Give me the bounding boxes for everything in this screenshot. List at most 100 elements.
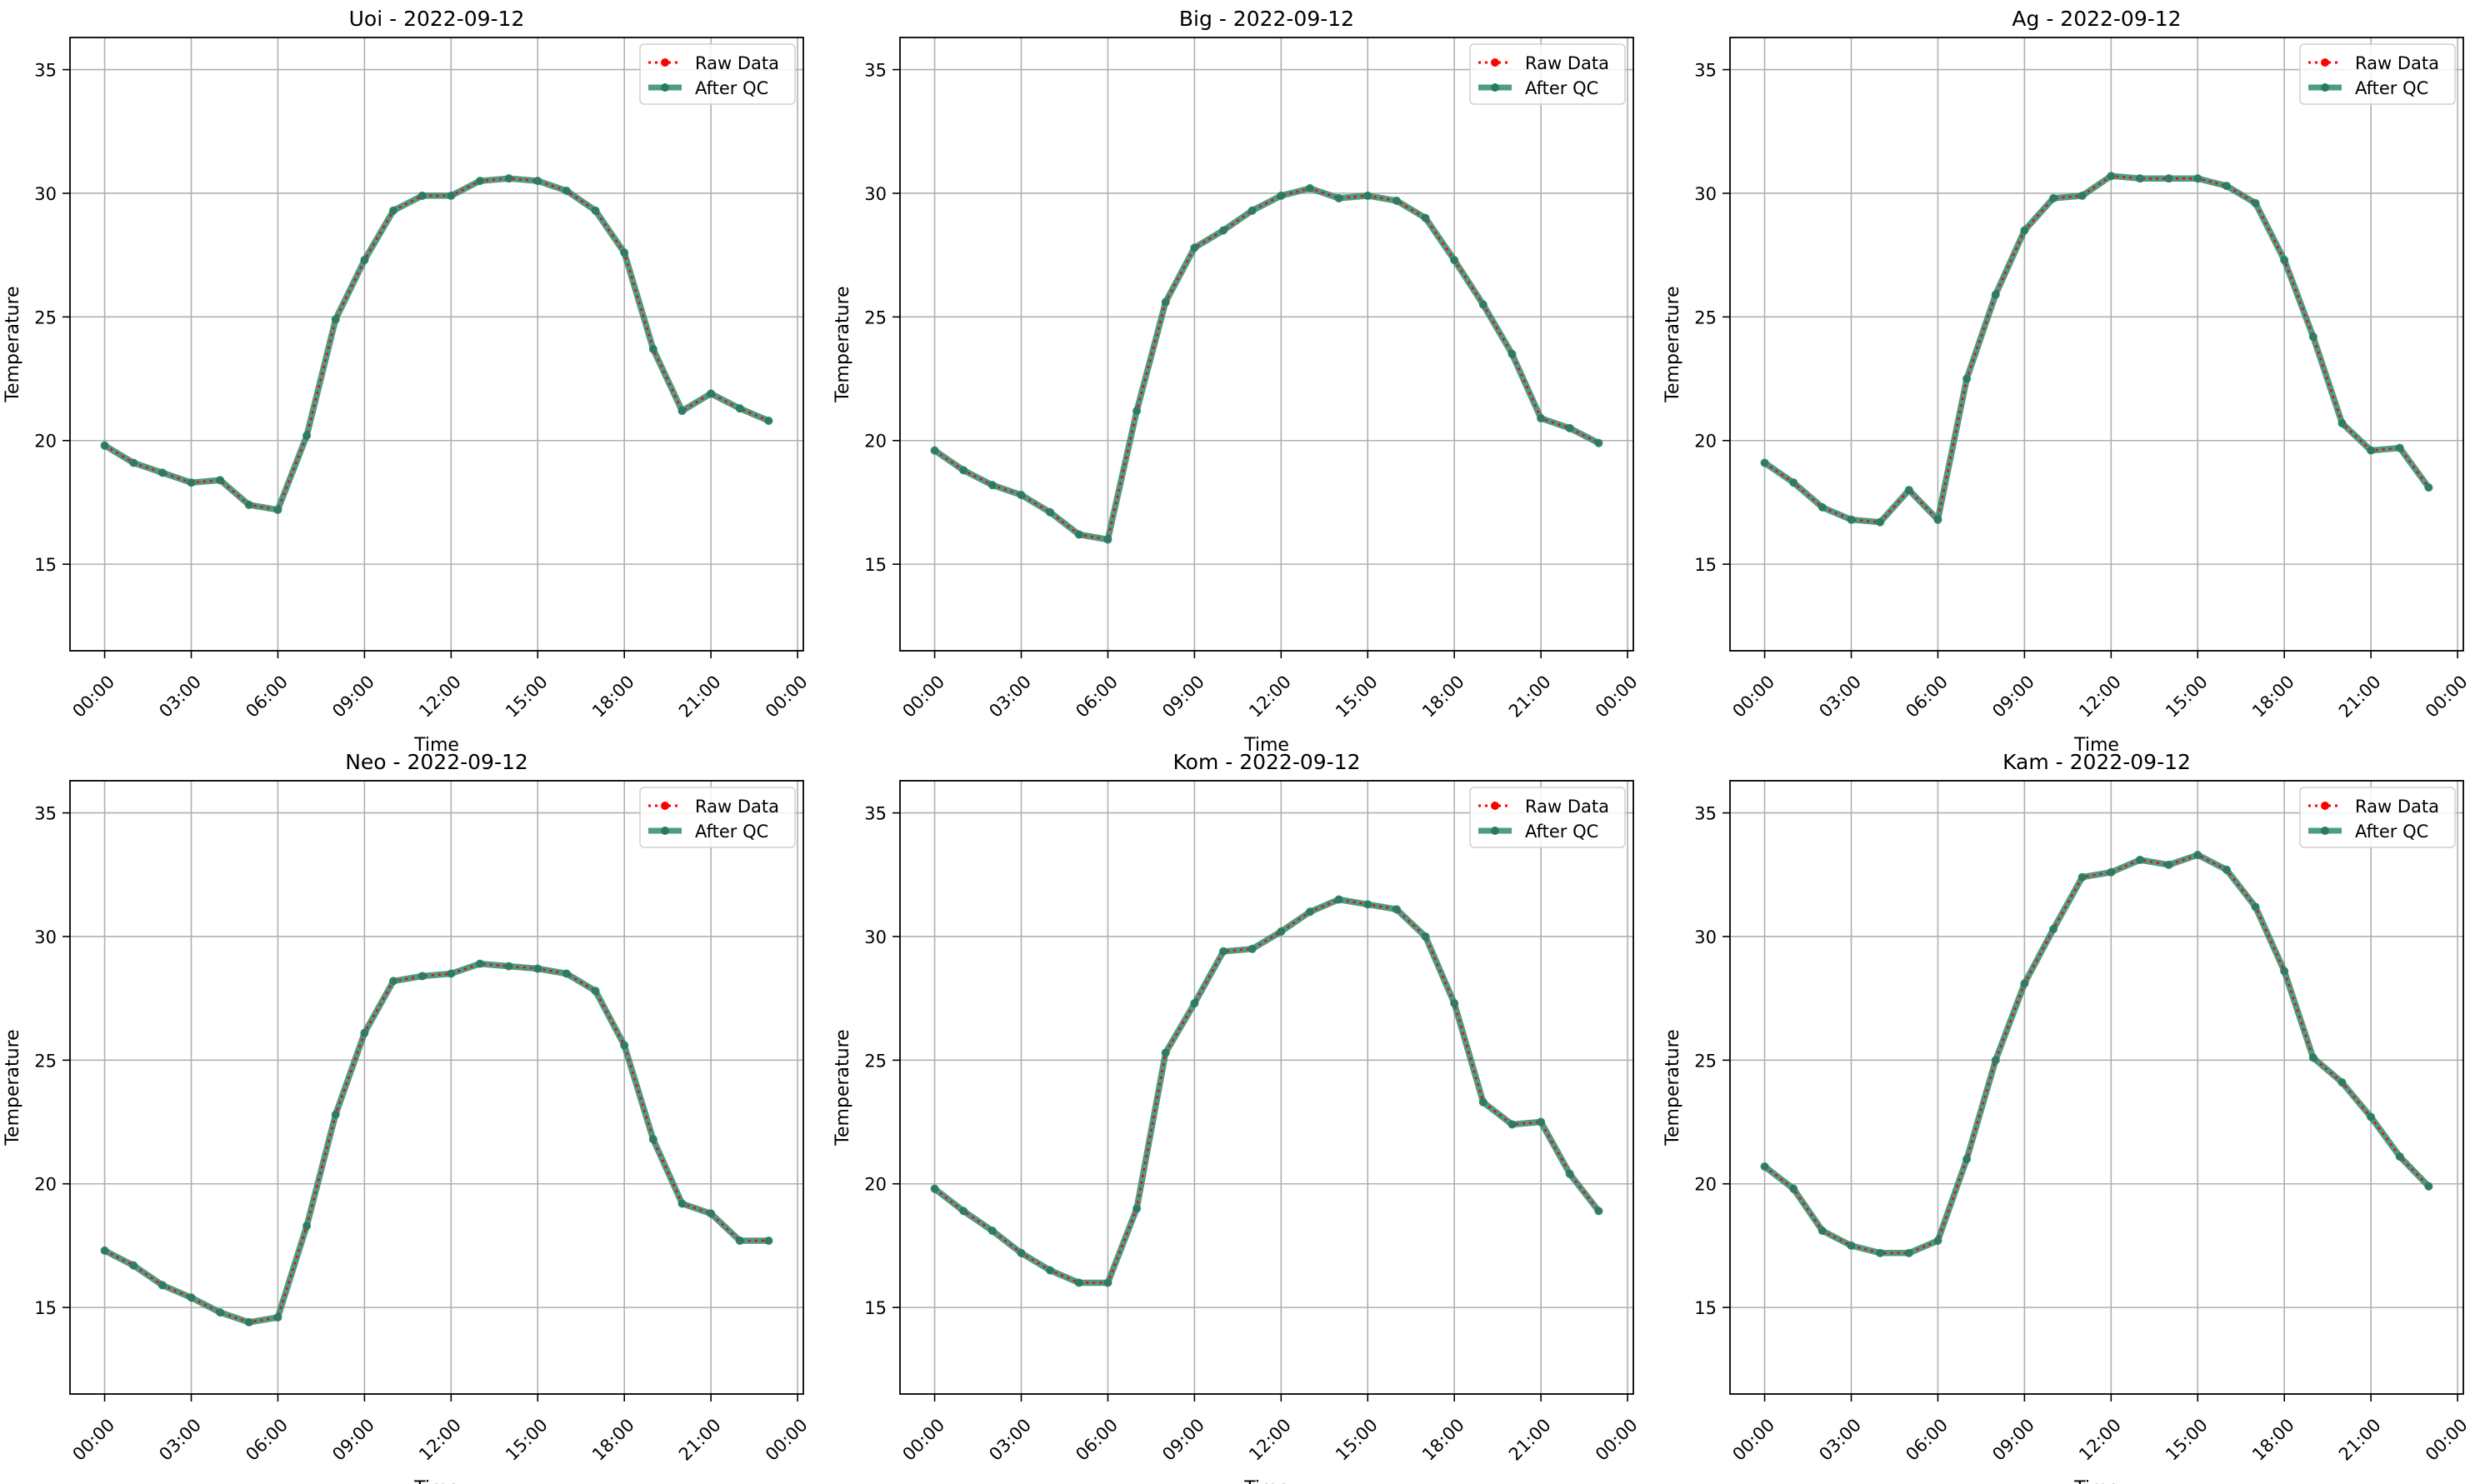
x-tick-label: 09:00 (1158, 1415, 1208, 1465)
legend: Raw Data After QC (1469, 43, 1626, 105)
x-tick-label: 18:00 (2248, 672, 2298, 722)
x-tick-label: 00:00 (1728, 672, 1778, 722)
after-qc-point (1847, 1241, 1856, 1250)
after-qc-point (988, 481, 997, 490)
x-axis-label: Time (413, 735, 459, 756)
y-tick-label: 25 (864, 307, 887, 327)
after-qc-point (475, 177, 484, 186)
after-qc-point (158, 1281, 167, 1290)
after-qc-point (1334, 193, 1343, 202)
x-tick-label: 00:00 (1592, 672, 1642, 722)
x-tick-label: 06:00 (1902, 672, 1952, 722)
after-qc-point (1818, 502, 1827, 512)
legend-label-raw: Raw Data (1525, 53, 1609, 73)
after-qc-markers (1760, 851, 2433, 1257)
after-qc-point (100, 441, 109, 450)
after-qc-point (1103, 1278, 1112, 1287)
after-qc-point (1876, 517, 1885, 527)
after-qc-point (1933, 1237, 1942, 1245)
after-qc-point (389, 977, 398, 986)
after-qc-point (447, 969, 456, 978)
after-qc-point (2222, 865, 2231, 874)
after-qc-point (2078, 872, 2087, 882)
y-tick-label: 25 (1694, 307, 1717, 327)
after-qc-point (764, 1237, 773, 1245)
after-qc-point (2164, 174, 2173, 183)
y-tick-label: 20 (1694, 432, 1717, 452)
x-axis-label: Time (2073, 735, 2119, 756)
y-axis-label: Temperature (1662, 1029, 1683, 1146)
x-tick-label: 06:00 (242, 1415, 292, 1465)
after-qc-point (273, 505, 282, 514)
legend-label-raw: Raw Data (1525, 797, 1609, 817)
after-qc-point (959, 466, 968, 475)
y-tick-label: 30 (1694, 184, 1717, 204)
y-tick-label: 30 (864, 184, 887, 204)
series-line-raw-data (104, 962, 769, 1324)
x-tick-label: 03:00 (155, 672, 205, 722)
series-line-after-qc (101, 175, 772, 513)
after-qc-markers (930, 184, 1603, 544)
after-qc-point (1760, 1162, 1769, 1171)
after-qc-point (2020, 226, 2029, 235)
after-qc-point (1991, 290, 2000, 299)
after-qc-point (447, 191, 456, 200)
after-qc-point (1392, 196, 1401, 205)
after-qc-point (360, 1028, 369, 1037)
after-qc-point (2367, 446, 2376, 455)
x-tick-label: 03:00 (1815, 1415, 1865, 1465)
after-qc-point (129, 1261, 138, 1270)
chart-title: Uoi - 2022-09-12 (349, 7, 525, 31)
after-qc-point (2020, 979, 2029, 988)
chart-panel-5: 00:00 03:00 06:00 09:00 12:00 15:00 18:00 21:00… (832, 750, 1642, 1484)
x-tick-label: 06:00 (1902, 1415, 1952, 1465)
x-gridlines (1763, 781, 2458, 1394)
after-qc-point (2251, 902, 2260, 912)
y-tick-label: 25 (34, 307, 57, 327)
series-line-raw-data (933, 187, 1599, 541)
after-qc-point (2395, 443, 2404, 452)
after-qc-point (1508, 349, 1517, 358)
x-tick-label: 00:00 (762, 1415, 812, 1465)
x-tick-label: 15:00 (502, 1415, 552, 1465)
y-gridlines (900, 68, 1633, 565)
after-qc-point (216, 476, 225, 485)
x-tick-label: 12:00 (1245, 1415, 1295, 1465)
y-axis-label: Temperature (2, 1029, 23, 1146)
legend: Raw Data After QC (2299, 787, 2456, 848)
x-tick-label: 15:00 (1332, 1415, 1382, 1465)
after-qc-point (244, 1317, 253, 1327)
x-tick-label: 00:00 (2422, 672, 2472, 722)
after-qc-point (1478, 300, 1488, 309)
y-tick-label: 15 (864, 555, 887, 575)
x-gridlines (933, 37, 1628, 651)
after-qc-point (1962, 374, 1972, 383)
x-tick-label: 00:00 (68, 672, 118, 722)
after-qc-point (1132, 407, 1142, 416)
series-line-after-qc (1761, 852, 2432, 1257)
after-qc-point (244, 500, 253, 509)
x-tick-label: 15:00 (1332, 672, 1382, 722)
after-qc-point (1305, 907, 1314, 917)
y-tick-label: 20 (864, 432, 887, 452)
legend-marker-after-qc (661, 827, 669, 835)
after-qc-point (533, 964, 542, 973)
after-qc-point (988, 1227, 997, 1236)
after-qc-point (1991, 1056, 2000, 1065)
after-qc-markers (100, 959, 773, 1327)
after-qc-point (1594, 1207, 1603, 1216)
after-qc-point (591, 206, 600, 215)
after-qc-point (2107, 867, 2116, 877)
after-qc-point (707, 389, 716, 398)
y-gridlines (1730, 68, 2463, 565)
x-gridlines (103, 781, 798, 1394)
y-tick-label: 30 (34, 184, 57, 204)
after-qc-point (1334, 895, 1343, 904)
y-tick-label: 20 (1694, 1175, 1717, 1195)
chart-title: Neo - 2022-09-12 (345, 750, 528, 774)
x-axis-label: Time (1243, 1478, 1289, 1484)
after-qc-point (735, 1237, 744, 1245)
x-tick-label: 12:00 (415, 1415, 465, 1465)
after-qc-point (678, 1199, 687, 1208)
x-tick-label: 06:00 (1072, 672, 1122, 722)
